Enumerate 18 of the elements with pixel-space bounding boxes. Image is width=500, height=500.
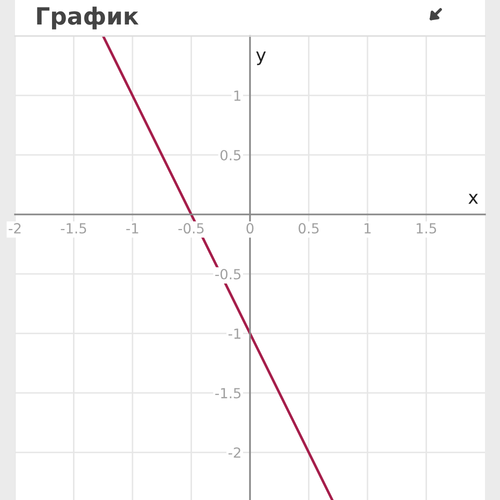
- y-tick-label: -0.5: [215, 268, 240, 280]
- x-tick-label: 0: [246, 223, 254, 234]
- x-tick-label: -2: [8, 223, 21, 234]
- x-tick-label: -1.5: [60, 223, 86, 234]
- x-axis-title: x: [468, 194, 478, 204]
- x-tick-label: 1: [364, 223, 371, 234]
- y-tick-label: 1: [234, 90, 240, 101]
- x-tick-label: 0.5: [298, 223, 319, 234]
- x-tick-label: -1: [126, 223, 138, 234]
- x-tick-label: 1.5: [416, 223, 436, 234]
- x-tick-label: -0.5: [178, 223, 204, 234]
- y-tick-label: -2: [228, 447, 240, 458]
- line-series: [102, 36, 334, 500]
- y-tick-label: -1: [228, 328, 240, 339]
- y-axis-title: y: [256, 51, 266, 66]
- chart-title: График: [37, 6, 139, 30]
- y-tick-label: -1.5: [215, 388, 240, 398]
- y-tick-label: 0.5: [220, 150, 240, 160]
